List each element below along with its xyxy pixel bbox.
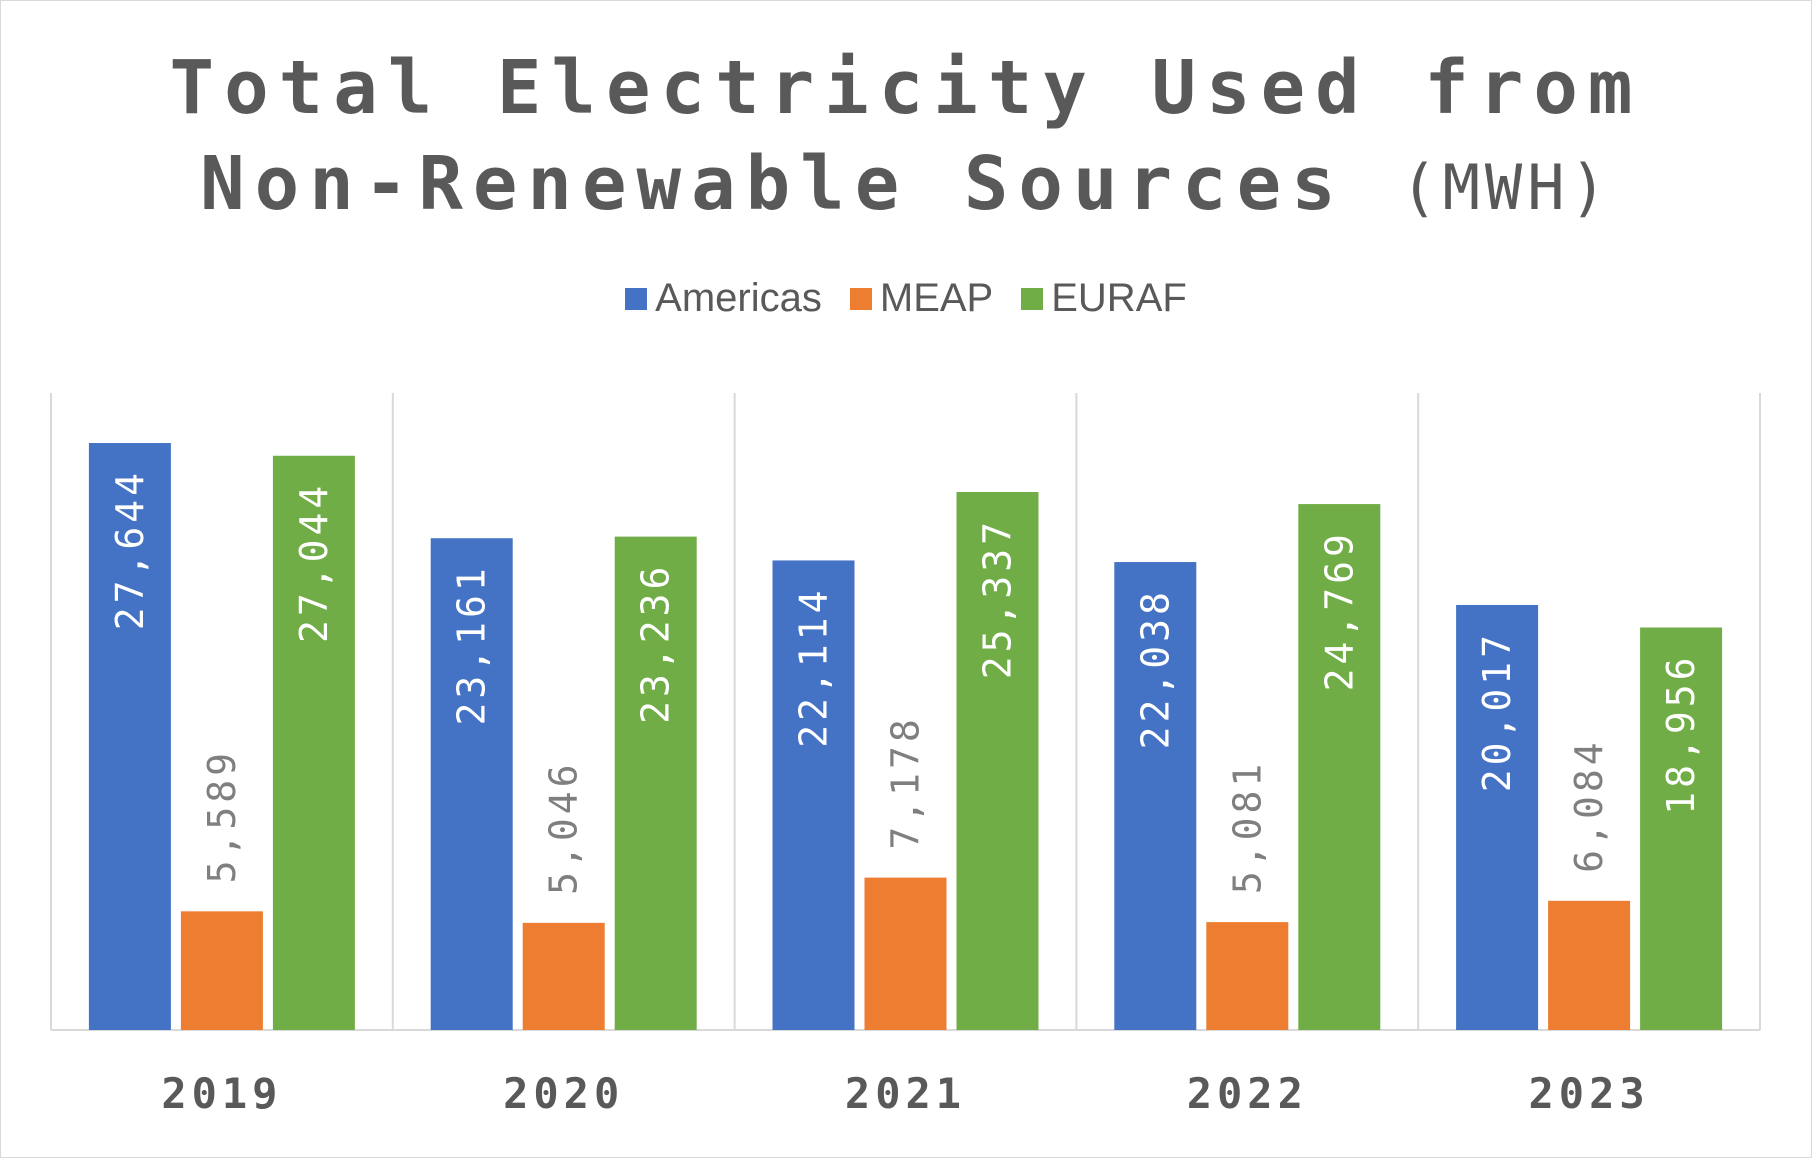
data-label-meap-2020: 5,046 — [542, 760, 586, 894]
legend-label-euraf: EURAF — [1051, 276, 1187, 320]
x-tick-label-2020: 2020 — [503, 1069, 624, 1118]
legend-item-euraf: EURAF — [1021, 276, 1187, 321]
x-tick-label-2022: 2022 — [1187, 1069, 1308, 1118]
data-label-euraf-2022: 24,769 — [1317, 530, 1361, 691]
bar-euraf-2019 — [272, 455, 355, 1030]
legend-swatch-americas — [625, 287, 648, 310]
chart-title-line2: Non-Renewable Sources (MWH) — [200, 141, 1612, 227]
data-label-americas-2022: 22,038 — [1133, 588, 1177, 749]
data-label-euraf-2020: 23,236 — [634, 563, 678, 724]
data-label-euraf-2019: 27,044 — [292, 482, 336, 643]
chart-title-unit: (MWH) — [1400, 151, 1612, 224]
bar-meap-2019 — [180, 911, 263, 1030]
data-label-meap-2022: 5,081 — [1225, 760, 1269, 894]
bar-euraf-2021 — [956, 492, 1039, 1030]
chart-title: Total Electricity Used from Non-Renewabl… — [0, 40, 1812, 236]
data-label-meap-2023: 6,084 — [1567, 738, 1611, 872]
bar-meap-2021 — [864, 877, 947, 1030]
bar-euraf-2020 — [614, 536, 697, 1030]
data-label-euraf-2023: 18,956 — [1659, 654, 1703, 815]
bar-americas-2023 — [1456, 604, 1539, 1030]
data-label-euraf-2021: 25,337 — [976, 518, 1020, 679]
legend-item-meap: MEAP — [849, 276, 994, 321]
data-label-americas-2019: 27,644 — [108, 469, 152, 630]
data-label-meap-2019: 5,589 — [200, 749, 244, 883]
bar-americas-2022 — [1114, 562, 1197, 1030]
data-label-americas-2023: 20,017 — [1475, 631, 1519, 792]
chart-legend: Americas MEAP EURAF — [0, 276, 1812, 321]
bar-euraf-2022 — [1298, 504, 1381, 1031]
chart-title-line1: Total Electricity Used from — [169, 45, 1643, 131]
data-label-meap-2021: 7,178 — [884, 715, 928, 849]
x-tick-label-2019: 2019 — [161, 1069, 282, 1118]
bar-americas-2019 — [88, 443, 171, 1030]
bar-meap-2020 — [522, 922, 605, 1030]
legend-item-americas: Americas — [625, 276, 822, 321]
x-tick-label-2023: 2023 — [1529, 1069, 1650, 1118]
x-tick-label-2021: 2021 — [845, 1069, 966, 1118]
legend-label-americas: Americas — [655, 276, 822, 320]
bar-meap-2022 — [1206, 922, 1289, 1030]
legend-swatch-meap — [849, 287, 872, 310]
data-label-americas-2021: 22,114 — [792, 586, 836, 747]
bar-meap-2023 — [1548, 900, 1631, 1030]
bar-americas-2020 — [430, 538, 513, 1030]
data-label-americas-2020: 23,161 — [450, 564, 494, 725]
bar-euraf-2023 — [1640, 627, 1723, 1030]
legend-swatch-euraf — [1021, 287, 1044, 310]
legend-label-meap: MEAP — [879, 276, 994, 320]
bar-americas-2021 — [772, 560, 855, 1030]
